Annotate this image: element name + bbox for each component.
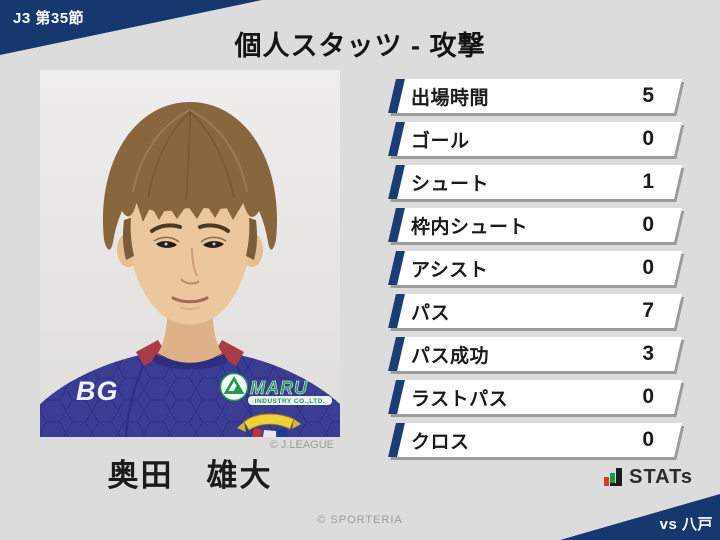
- nose: [191, 247, 198, 277]
- stat-value: 3: [642, 342, 654, 365]
- stat-label: 枠内シュート: [411, 216, 529, 238]
- jersey-sponsor-maru: MARU INDUSTRY CO.,LTD.: [219, 372, 332, 405]
- player-portrait-illustration: BG MARU INDUSTRY CO.,LTD.: [36, 70, 344, 440]
- stat-row: アシスト 0: [388, 251, 682, 285]
- stat-row: 出場時間 5: [388, 79, 682, 113]
- collar-trim-right: [214, 340, 244, 366]
- stat-row: パス成功 3: [388, 337, 682, 371]
- player-photo: BG MARU INDUSTRY CO.,LTD.: [36, 70, 344, 440]
- eyes: [153, 236, 227, 248]
- eyebrow-right: [198, 223, 230, 233]
- stats-logo: STATs: [604, 466, 693, 488]
- stat-label: 出場時間: [411, 87, 490, 109]
- stat-value: 0: [642, 256, 654, 279]
- stat-value: 7: [642, 299, 654, 322]
- page-title: 個人スタッツ - 攻撃: [234, 31, 486, 61]
- stat-row: ゴール 0: [388, 122, 682, 156]
- collar-trim-left: [136, 340, 166, 366]
- stat-label: ゴール: [411, 130, 470, 152]
- stats-bars-icon: [604, 468, 623, 486]
- stat-row: 枠内シュート 0: [388, 208, 682, 242]
- stat-value: 1: [642, 170, 654, 193]
- stat-label: アシスト: [411, 259, 489, 281]
- round-badge-label: J3 第35節: [13, 10, 85, 27]
- jersey-sponsor-bg: BG: [76, 376, 119, 406]
- stat-label: ラストパス: [411, 388, 509, 410]
- stat-row: パス 7: [388, 294, 682, 328]
- opponent-badge-label: vs 八戸: [659, 516, 713, 533]
- stat-value: 0: [642, 213, 654, 236]
- stat-value: 0: [642, 428, 654, 451]
- stats-logo-text: STATs: [629, 466, 693, 488]
- stat-label: パス: [411, 302, 451, 324]
- stat-row: ラストパス 0: [388, 380, 682, 414]
- stats-list: 出場時間 5 ゴール 0 シュート 1 枠内シュート 0: [388, 79, 682, 466]
- club-crest: [237, 413, 301, 437]
- stat-label: シュート: [411, 173, 490, 195]
- stat-row: シュート 1: [388, 165, 682, 199]
- stat-row: クロス 0: [388, 423, 682, 457]
- site-credit: © SPORTERIA: [317, 514, 403, 526]
- maru-logo-text: MARU: [250, 378, 308, 398]
- stat-value: 5: [642, 84, 654, 107]
- hair: [102, 102, 278, 260]
- stat-label: クロス: [411, 431, 470, 453]
- mouth: [171, 296, 209, 304]
- photo-credit: © J.LEAGUE: [269, 439, 334, 451]
- stat-value: 0: [642, 127, 654, 150]
- maru-logo-subtext: INDUSTRY CO.,LTD.: [255, 398, 326, 405]
- stat-value: 0: [642, 385, 654, 408]
- stat-label: パス成功: [411, 345, 490, 367]
- eyebrow-left: [150, 223, 182, 233]
- player-name: 奥田 雄大: [107, 458, 273, 493]
